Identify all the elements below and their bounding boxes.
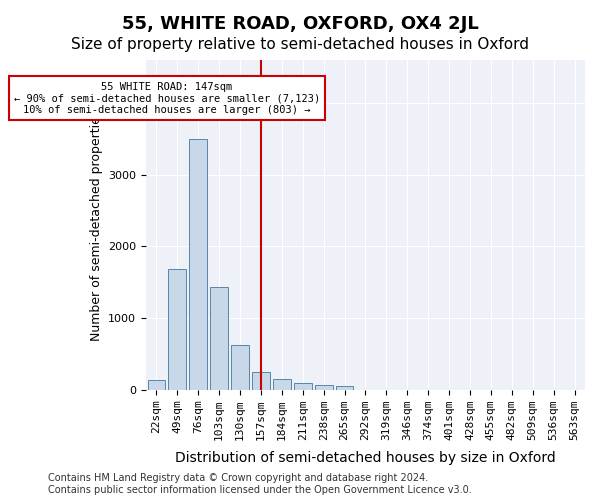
Text: Contains HM Land Registry data © Crown copyright and database right 2024.
Contai: Contains HM Land Registry data © Crown c… bbox=[48, 474, 472, 495]
X-axis label: Distribution of semi-detached houses by size in Oxford: Distribution of semi-detached houses by … bbox=[175, 451, 556, 465]
Text: 55, WHITE ROAD, OXFORD, OX4 2JL: 55, WHITE ROAD, OXFORD, OX4 2JL bbox=[122, 15, 478, 33]
Bar bbox=[273, 379, 291, 390]
Text: 55 WHITE ROAD: 147sqm
← 90% of semi-detached houses are smaller (7,123)
10% of s: 55 WHITE ROAD: 147sqm ← 90% of semi-deta… bbox=[14, 82, 320, 114]
Bar bbox=[315, 384, 332, 390]
Y-axis label: Number of semi-detached properties: Number of semi-detached properties bbox=[89, 109, 103, 340]
Text: Size of property relative to semi-detached houses in Oxford: Size of property relative to semi-detach… bbox=[71, 38, 529, 52]
Bar bbox=[231, 345, 249, 390]
Bar bbox=[169, 270, 186, 390]
Bar bbox=[190, 139, 207, 390]
Bar bbox=[148, 380, 166, 390]
Bar bbox=[336, 386, 353, 390]
Bar bbox=[252, 372, 270, 390]
Bar bbox=[294, 383, 311, 390]
Bar bbox=[210, 287, 228, 390]
